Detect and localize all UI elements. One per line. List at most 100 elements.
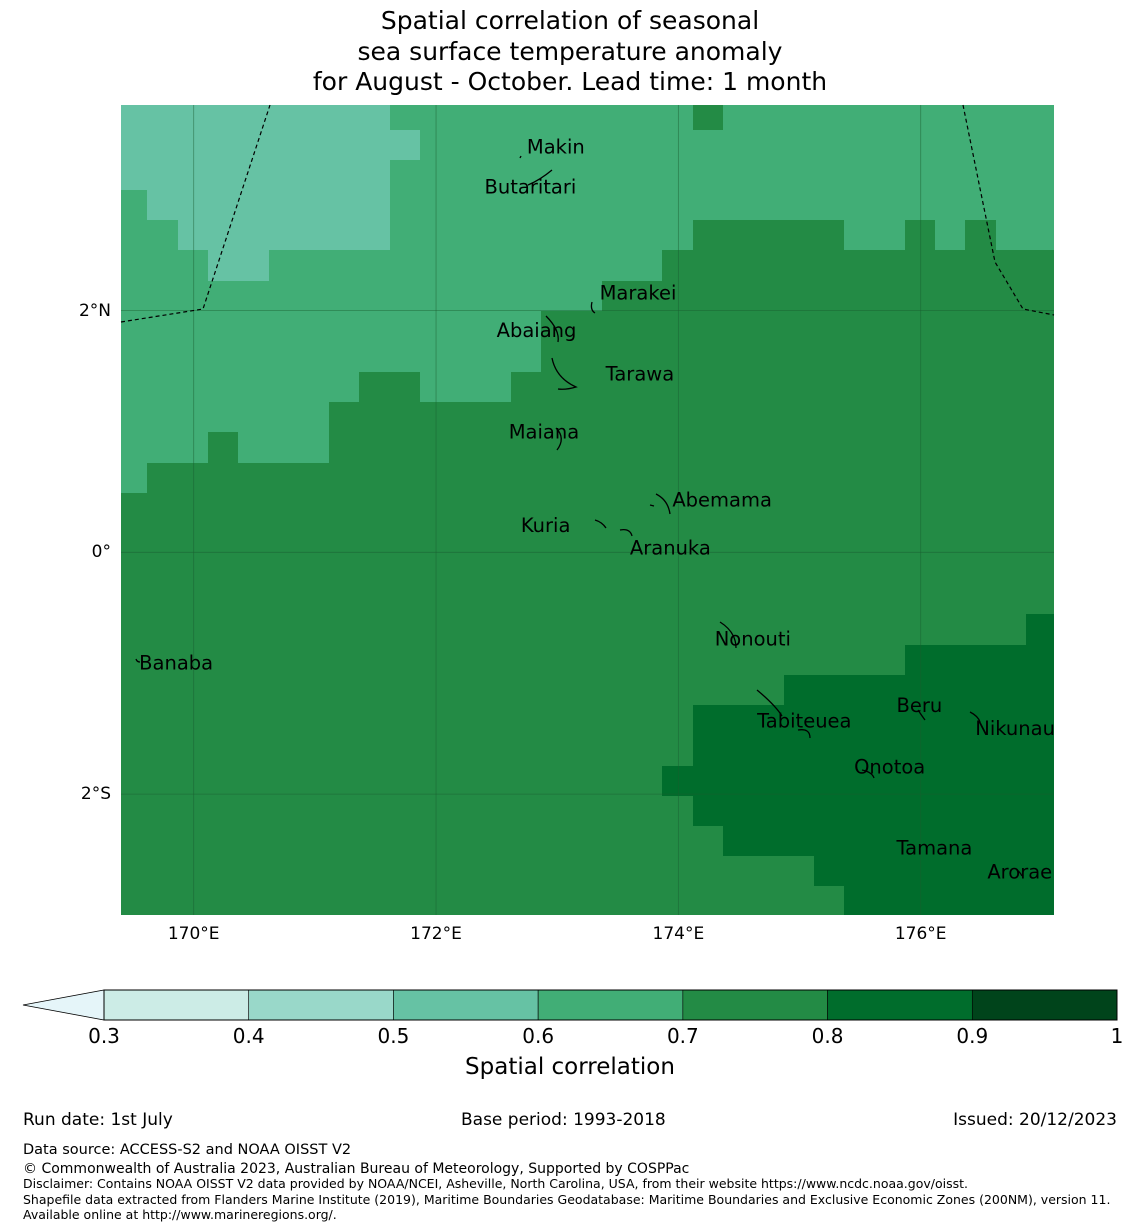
title-line-3: for August - October. Lead time: 1 month (312, 67, 828, 96)
place-label: Tamana (895, 837, 972, 860)
island-outline (797, 729, 811, 739)
colorbar (22, 989, 1118, 1021)
island-outline (649, 504, 655, 507)
correlation-cell (121, 311, 541, 372)
x-tick-label: 172°E (410, 924, 462, 944)
island-outline (135, 658, 141, 663)
place-label: Onotoa (854, 756, 925, 779)
chart-title: Spatial correlation of seasonal sea surf… (0, 6, 1140, 98)
issued-date: Issued: 20/12/2023 (953, 1110, 1117, 1130)
place-label: Butaritari (485, 175, 577, 198)
correlation-cell (905, 220, 935, 250)
correlation-cell (693, 220, 844, 250)
base-period: Base period: 1993-2018 (461, 1110, 666, 1130)
correlation-cell (238, 432, 329, 463)
island-outline (594, 519, 607, 529)
island-outline (545, 315, 559, 343)
eez-boundaries (120, 104, 1055, 323)
place-label: Abemama (672, 488, 772, 511)
island-outline (756, 689, 783, 717)
correlation-cell (662, 766, 1054, 796)
place-label: Nonouti (715, 627, 791, 650)
correlation-cell (121, 463, 147, 493)
island-outlines (135, 155, 1023, 877)
island-outline (655, 493, 671, 515)
colorbar-segment (827, 989, 973, 1021)
run-date: Run date: 1st July (23, 1110, 173, 1130)
correlation-cell (178, 220, 390, 250)
island-outline (619, 528, 633, 537)
correlation-cell (905, 645, 1054, 675)
correlation-cell (121, 402, 329, 432)
correlation-cell (723, 826, 1054, 856)
data-source: Data source: ACCESS-S2 and NOAA OISST V2 (23, 1142, 352, 1158)
x-tick-label: 170°E (167, 924, 220, 944)
place-label: Beru (896, 694, 942, 717)
place-label: Makin (527, 135, 585, 158)
correlation-cell (965, 220, 996, 250)
copyright: © Commonwealth of Australia 2023, Austra… (23, 1161, 690, 1177)
place-label: Banaba (139, 652, 213, 675)
shapefile-credit: Shapefile data extracted from Flanders M… (23, 1192, 1111, 1222)
colorbar-frame (103, 989, 1118, 1021)
graticule (121, 105, 1054, 915)
correlation-cell (693, 796, 1054, 826)
place-label: Tabiteuea (756, 710, 851, 733)
island-outline (719, 621, 737, 649)
eez-boundary-west (120, 104, 271, 323)
colorbar-tick-label: 0.7 (666, 1024, 699, 1048)
correlation-cell (121, 281, 602, 311)
island-outline (590, 301, 596, 314)
correlation-cell (784, 675, 1054, 705)
correlation-cell (420, 372, 511, 402)
place-label: Nikunau (975, 717, 1055, 740)
colorbar-segment (248, 989, 394, 1021)
correlation-cell (121, 372, 359, 402)
correlation-cells (121, 105, 1054, 915)
title-line-1: Spatial correlation of seasonal (380, 6, 760, 35)
correlation-cell (693, 105, 723, 130)
y-tick-label: 2°S (80, 784, 111, 805)
island-outline (969, 711, 981, 723)
island-outline (861, 769, 875, 779)
y-tick-label: 2°N (78, 300, 111, 321)
island-outline (555, 427, 562, 451)
place-label: Kuria (521, 514, 571, 537)
island-outline (519, 155, 522, 159)
colorbar-segment (682, 989, 828, 1021)
colorbar-tick-label: 1 (1110, 1024, 1124, 1048)
place-label: Marakei (600, 282, 677, 305)
title-line-2: sea surface temperature anomaly (357, 36, 783, 66)
correlation-cell (1026, 614, 1054, 645)
x-tick-label: 176°E (894, 924, 947, 944)
colorbar-segment (103, 989, 250, 1021)
correlation-map: Makin Butaritari Marakei Abaiang Tarawa Maian… (120, 104, 1055, 915)
colorbar-segment (393, 989, 539, 1021)
colorbar-segment (971, 989, 1118, 1021)
place-label: Aranuka (630, 537, 711, 560)
colorbar-tick-label: 0.9 (956, 1024, 989, 1048)
colorbar-tick-label: 0.5 (377, 1024, 410, 1048)
disclaimer: Disclaimer: Contains NOAA OISST V2 data … (23, 1176, 968, 1191)
correlation-cell (147, 190, 390, 220)
correlation-cell (208, 250, 269, 281)
y-tick-label: 0° (91, 542, 111, 563)
colorbar-tick-label: 0.4 (232, 1024, 265, 1048)
colorbar-tick-label: 0.6 (522, 1024, 555, 1048)
island-outline (551, 357, 578, 390)
colorbar-tick-label: 0.8 (811, 1024, 844, 1048)
place-labels: Makin Butaritari Marakei Abaiang Tarawa Maian… (139, 135, 1055, 883)
colorbar-label: Spatial correlation (465, 1054, 675, 1080)
x-tick-label: 174°E (652, 924, 705, 944)
place-label: Tarawa (605, 363, 675, 386)
island-outline (527, 169, 553, 186)
place-label: Maiana (509, 421, 579, 444)
place-label: Abaiang (497, 319, 577, 342)
island-outline (1016, 869, 1023, 877)
correlation-cell (693, 705, 1054, 766)
colorbar-tick-label: 0.3 (88, 1024, 120, 1048)
colorbar-segment (537, 989, 684, 1021)
correlation-cell (844, 886, 1054, 915)
place-label: Arorae (987, 861, 1052, 884)
eez-boundary-east (962, 104, 1055, 316)
